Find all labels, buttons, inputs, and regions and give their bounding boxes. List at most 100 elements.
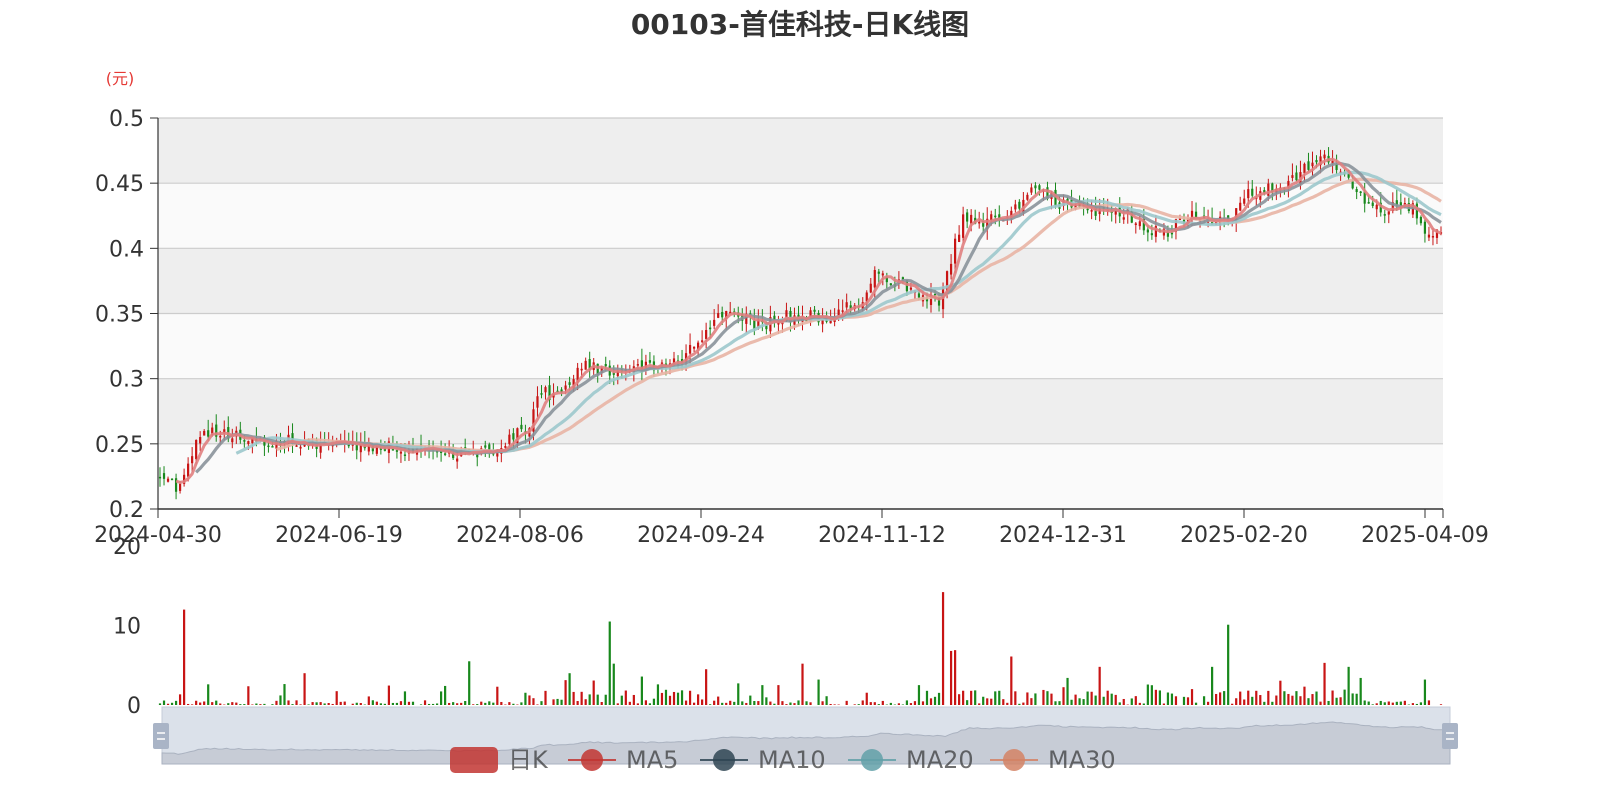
volume-bar	[1403, 700, 1406, 705]
volume-bar	[1030, 698, 1033, 705]
volume-bar	[1046, 691, 1049, 705]
volume-bar	[572, 691, 575, 705]
candle-body	[203, 430, 206, 436]
volume-bar	[419, 704, 423, 705]
candle-body	[909, 287, 913, 290]
volume-bar	[1022, 702, 1025, 705]
volume-bar	[303, 673, 306, 705]
volume-bar	[1291, 695, 1294, 705]
volume-bar	[1010, 656, 1013, 705]
candle-body	[1142, 218, 1145, 231]
volume-bar	[1223, 691, 1226, 705]
candle-body	[1399, 202, 1402, 206]
volume-bar	[476, 704, 479, 705]
volume-bar	[1026, 692, 1029, 705]
volume-bar	[612, 663, 615, 705]
volume-bar	[243, 704, 246, 705]
legend-item-ma10[interactable]: MA10	[700, 746, 826, 774]
volume-bar	[933, 696, 937, 705]
legend-label: MA20	[906, 746, 974, 774]
candle-body	[584, 360, 587, 370]
legend[interactable]: 日K MA5 MA10 MA20 MA30	[450, 746, 1116, 774]
volume-bar	[1359, 677, 1362, 705]
volume-bar	[1339, 697, 1342, 705]
candle-body	[1415, 203, 1419, 219]
volume-bar	[1142, 703, 1145, 705]
volume-bar	[769, 701, 772, 705]
candle-body	[1331, 160, 1334, 164]
volume-bar	[777, 685, 780, 705]
candle-body	[319, 442, 322, 453]
volume-y-axis: 0 10 20	[113, 535, 141, 719]
candle-body	[829, 318, 832, 324]
zoom-handle-right[interactable]	[1442, 723, 1458, 749]
volume-bar	[174, 700, 178, 705]
volume-bar	[994, 691, 997, 705]
legend-item-ma20[interactable]: MA20	[848, 746, 974, 774]
legend-item-ma5[interactable]: MA5	[568, 746, 678, 774]
candle-body	[765, 324, 768, 330]
volume-bar	[709, 704, 712, 705]
candle-body	[243, 440, 246, 442]
candle-body	[1190, 210, 1194, 219]
volume-bar	[395, 702, 399, 705]
volume-bar	[496, 686, 499, 705]
volume-bar	[460, 702, 463, 705]
candle-body	[729, 311, 732, 314]
volume-bar	[1118, 702, 1121, 705]
volume-bar	[500, 701, 503, 705]
candle-body	[970, 214, 973, 224]
candle-body	[548, 385, 551, 401]
y-tick-label: 0.2	[109, 498, 144, 523]
legend-item-kline[interactable]: 日K	[450, 746, 549, 774]
volume-bar	[1058, 701, 1061, 705]
candle-body	[929, 294, 933, 305]
y-tick-label: 0.35	[95, 303, 144, 328]
volume-bar	[1395, 701, 1398, 705]
volume-bar	[524, 692, 527, 705]
candle-body	[825, 320, 828, 322]
candle-body	[1431, 236, 1435, 238]
candle-body	[881, 273, 884, 276]
candle-body	[773, 315, 776, 322]
volume-bar	[1355, 693, 1358, 705]
volume-bar	[781, 701, 784, 705]
volume-bar	[1102, 696, 1105, 705]
zoom-handle-left[interactable]	[153, 723, 169, 749]
volume-bar	[958, 694, 961, 705]
candle-body	[1355, 189, 1358, 193]
candle-body	[170, 478, 174, 481]
legend-label: 日K	[508, 746, 549, 774]
candle-body	[1311, 162, 1314, 167]
grid-band	[158, 118, 1443, 184]
volume-bar	[925, 690, 929, 705]
volume-bar	[761, 685, 764, 705]
volume-bar	[1427, 700, 1431, 705]
candle-body	[496, 450, 499, 457]
moving-average-lines	[175, 157, 1442, 484]
volume-bar	[166, 703, 170, 705]
candle-body	[395, 450, 399, 452]
volume-bar	[343, 701, 346, 705]
volume-bar	[427, 703, 431, 705]
volume-bar	[1110, 693, 1113, 705]
candle-body	[889, 283, 892, 286]
candle-body	[1166, 231, 1170, 237]
candle-body	[223, 429, 226, 434]
volume-bar	[717, 696, 720, 705]
volume-bar	[1002, 699, 1005, 705]
legend-item-ma30[interactable]: MA30	[990, 746, 1116, 774]
volume-bar	[1319, 701, 1322, 705]
candle-body	[745, 313, 748, 324]
volume-bar	[1182, 696, 1186, 705]
volume-bar	[793, 703, 796, 705]
candle-body	[1114, 208, 1117, 215]
candle-body	[966, 212, 969, 222]
candle-body	[885, 277, 888, 283]
candle-body	[444, 453, 447, 455]
candle-body	[399, 451, 403, 454]
volume-bar	[203, 701, 206, 705]
volume-bar	[636, 703, 639, 705]
volume-bar	[1170, 693, 1174, 705]
volume-bar	[255, 703, 258, 705]
